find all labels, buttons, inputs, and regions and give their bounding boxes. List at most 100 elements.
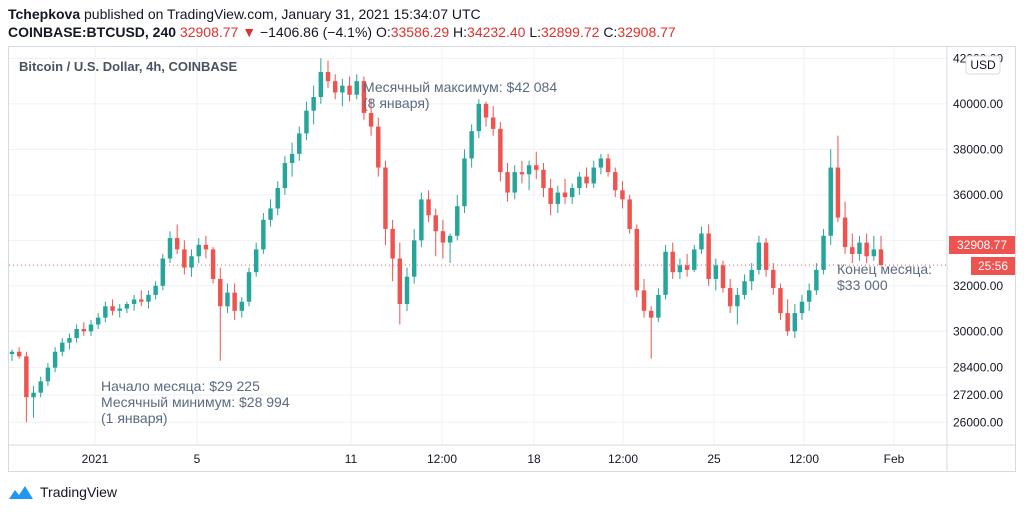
candle bbox=[548, 178, 553, 216]
published-text: published on TradingView.com, January 31… bbox=[80, 6, 481, 22]
candle-body bbox=[656, 294, 661, 318]
candle bbox=[182, 240, 187, 275]
candle-body bbox=[433, 215, 438, 232]
candle bbox=[332, 74, 338, 100]
candle-body bbox=[88, 324, 94, 332]
candle bbox=[821, 228, 826, 275]
candle bbox=[699, 226, 704, 254]
candle bbox=[814, 263, 819, 295]
annotations: Месячный максимум: $42 084(8 января) Нача… bbox=[101, 79, 932, 426]
candle bbox=[670, 242, 675, 279]
candle-body bbox=[246, 272, 252, 302]
candle-body bbox=[347, 85, 352, 95]
candle-body bbox=[749, 269, 754, 282]
candle-body bbox=[361, 81, 367, 113]
annotation-line: (1 января) bbox=[101, 410, 168, 426]
candles bbox=[9, 58, 884, 423]
candle bbox=[347, 76, 352, 102]
candle bbox=[31, 385, 36, 418]
candle-body bbox=[598, 158, 604, 168]
candle-body bbox=[799, 301, 805, 314]
candle-body bbox=[677, 265, 683, 273]
candle-body bbox=[139, 299, 144, 302]
candle bbox=[771, 263, 776, 295]
candle bbox=[749, 263, 754, 291]
open-label: O: bbox=[375, 24, 391, 40]
candle bbox=[641, 278, 647, 318]
usd-button[interactable]: USD bbox=[965, 55, 1001, 75]
candle bbox=[785, 299, 790, 336]
candle-body bbox=[232, 292, 237, 311]
time-axis[interactable]: 2021 5 11 12:00 18 12:00 25 12:00 Feb bbox=[82, 452, 905, 466]
candle-body bbox=[835, 167, 841, 218]
author-name[interactable]: Tchepkova bbox=[8, 6, 81, 22]
candle bbox=[74, 324, 79, 343]
candle bbox=[763, 238, 769, 277]
open-value: 33586.29 bbox=[390, 24, 450, 40]
candle bbox=[720, 260, 726, 293]
tradingview-logo-icon[interactable] bbox=[8, 484, 34, 500]
candle-body bbox=[397, 258, 403, 304]
candle-body bbox=[311, 97, 316, 111]
candle-body bbox=[146, 294, 151, 302]
candle bbox=[505, 162, 510, 202]
y-tick-label: 28400.00 bbox=[953, 361, 1003, 375]
candle-body bbox=[792, 313, 798, 332]
countdown-label: 25:56 bbox=[971, 257, 1015, 275]
candle-body bbox=[174, 238, 180, 250]
candle-body bbox=[771, 269, 776, 289]
candle-body bbox=[340, 85, 345, 93]
candle bbox=[189, 249, 194, 277]
candle bbox=[318, 58, 324, 104]
candle-body bbox=[67, 338, 72, 343]
candle bbox=[476, 99, 482, 138]
close-value: 32908.77 bbox=[617, 24, 676, 40]
candle-body bbox=[526, 165, 532, 175]
candle bbox=[261, 213, 266, 254]
chart-frame[interactable]: 26000.00 27200.00 28400.00 30000.00 32000.00… bbox=[8, 46, 1016, 472]
candle bbox=[735, 288, 740, 325]
candle bbox=[433, 208, 438, 257]
down-arrow-icon: ▼ bbox=[242, 24, 257, 40]
candle-body bbox=[720, 265, 726, 289]
candle bbox=[103, 301, 108, 323]
candle bbox=[218, 267, 223, 361]
candle bbox=[871, 235, 877, 261]
candle-body bbox=[476, 103, 482, 132]
candle-body bbox=[584, 176, 589, 184]
candle-body bbox=[569, 188, 575, 198]
footer: TradingView bbox=[8, 484, 117, 500]
candle bbox=[325, 60, 331, 88]
candle bbox=[620, 181, 625, 209]
candle-body bbox=[189, 256, 194, 268]
annotation-line: Месячный минимум: $28 994 bbox=[101, 394, 290, 410]
footer-brand[interactable]: TradingView bbox=[40, 484, 118, 500]
candle bbox=[426, 190, 431, 223]
candle bbox=[289, 142, 295, 177]
candle bbox=[584, 167, 589, 189]
candle-body bbox=[648, 310, 654, 318]
candle-body bbox=[541, 169, 546, 189]
candle bbox=[304, 101, 309, 141]
candle-body bbox=[864, 242, 869, 257]
candle bbox=[139, 290, 144, 307]
y-tick-label: 30000.00 bbox=[953, 324, 1003, 338]
candle-body bbox=[318, 72, 324, 98]
candle bbox=[210, 247, 216, 284]
x-tick-label: 25 bbox=[707, 452, 721, 466]
candle bbox=[850, 233, 855, 264]
candle bbox=[354, 74, 359, 100]
grid bbox=[9, 47, 947, 445]
candle bbox=[232, 283, 237, 320]
candle-body bbox=[268, 208, 273, 220]
candle-body bbox=[519, 172, 525, 175]
candle bbox=[253, 242, 259, 277]
x-tick-label: 18 bbox=[527, 452, 541, 466]
candle bbox=[806, 283, 812, 311]
countdown-label-text: 25:56 bbox=[978, 259, 1008, 273]
candle bbox=[297, 126, 302, 161]
candle-body bbox=[483, 103, 489, 118]
candle-body bbox=[850, 247, 855, 254]
candlestick-chart[interactable]: 26000.00 27200.00 28400.00 30000.00 32000.00… bbox=[9, 47, 1015, 471]
candle bbox=[282, 156, 288, 195]
